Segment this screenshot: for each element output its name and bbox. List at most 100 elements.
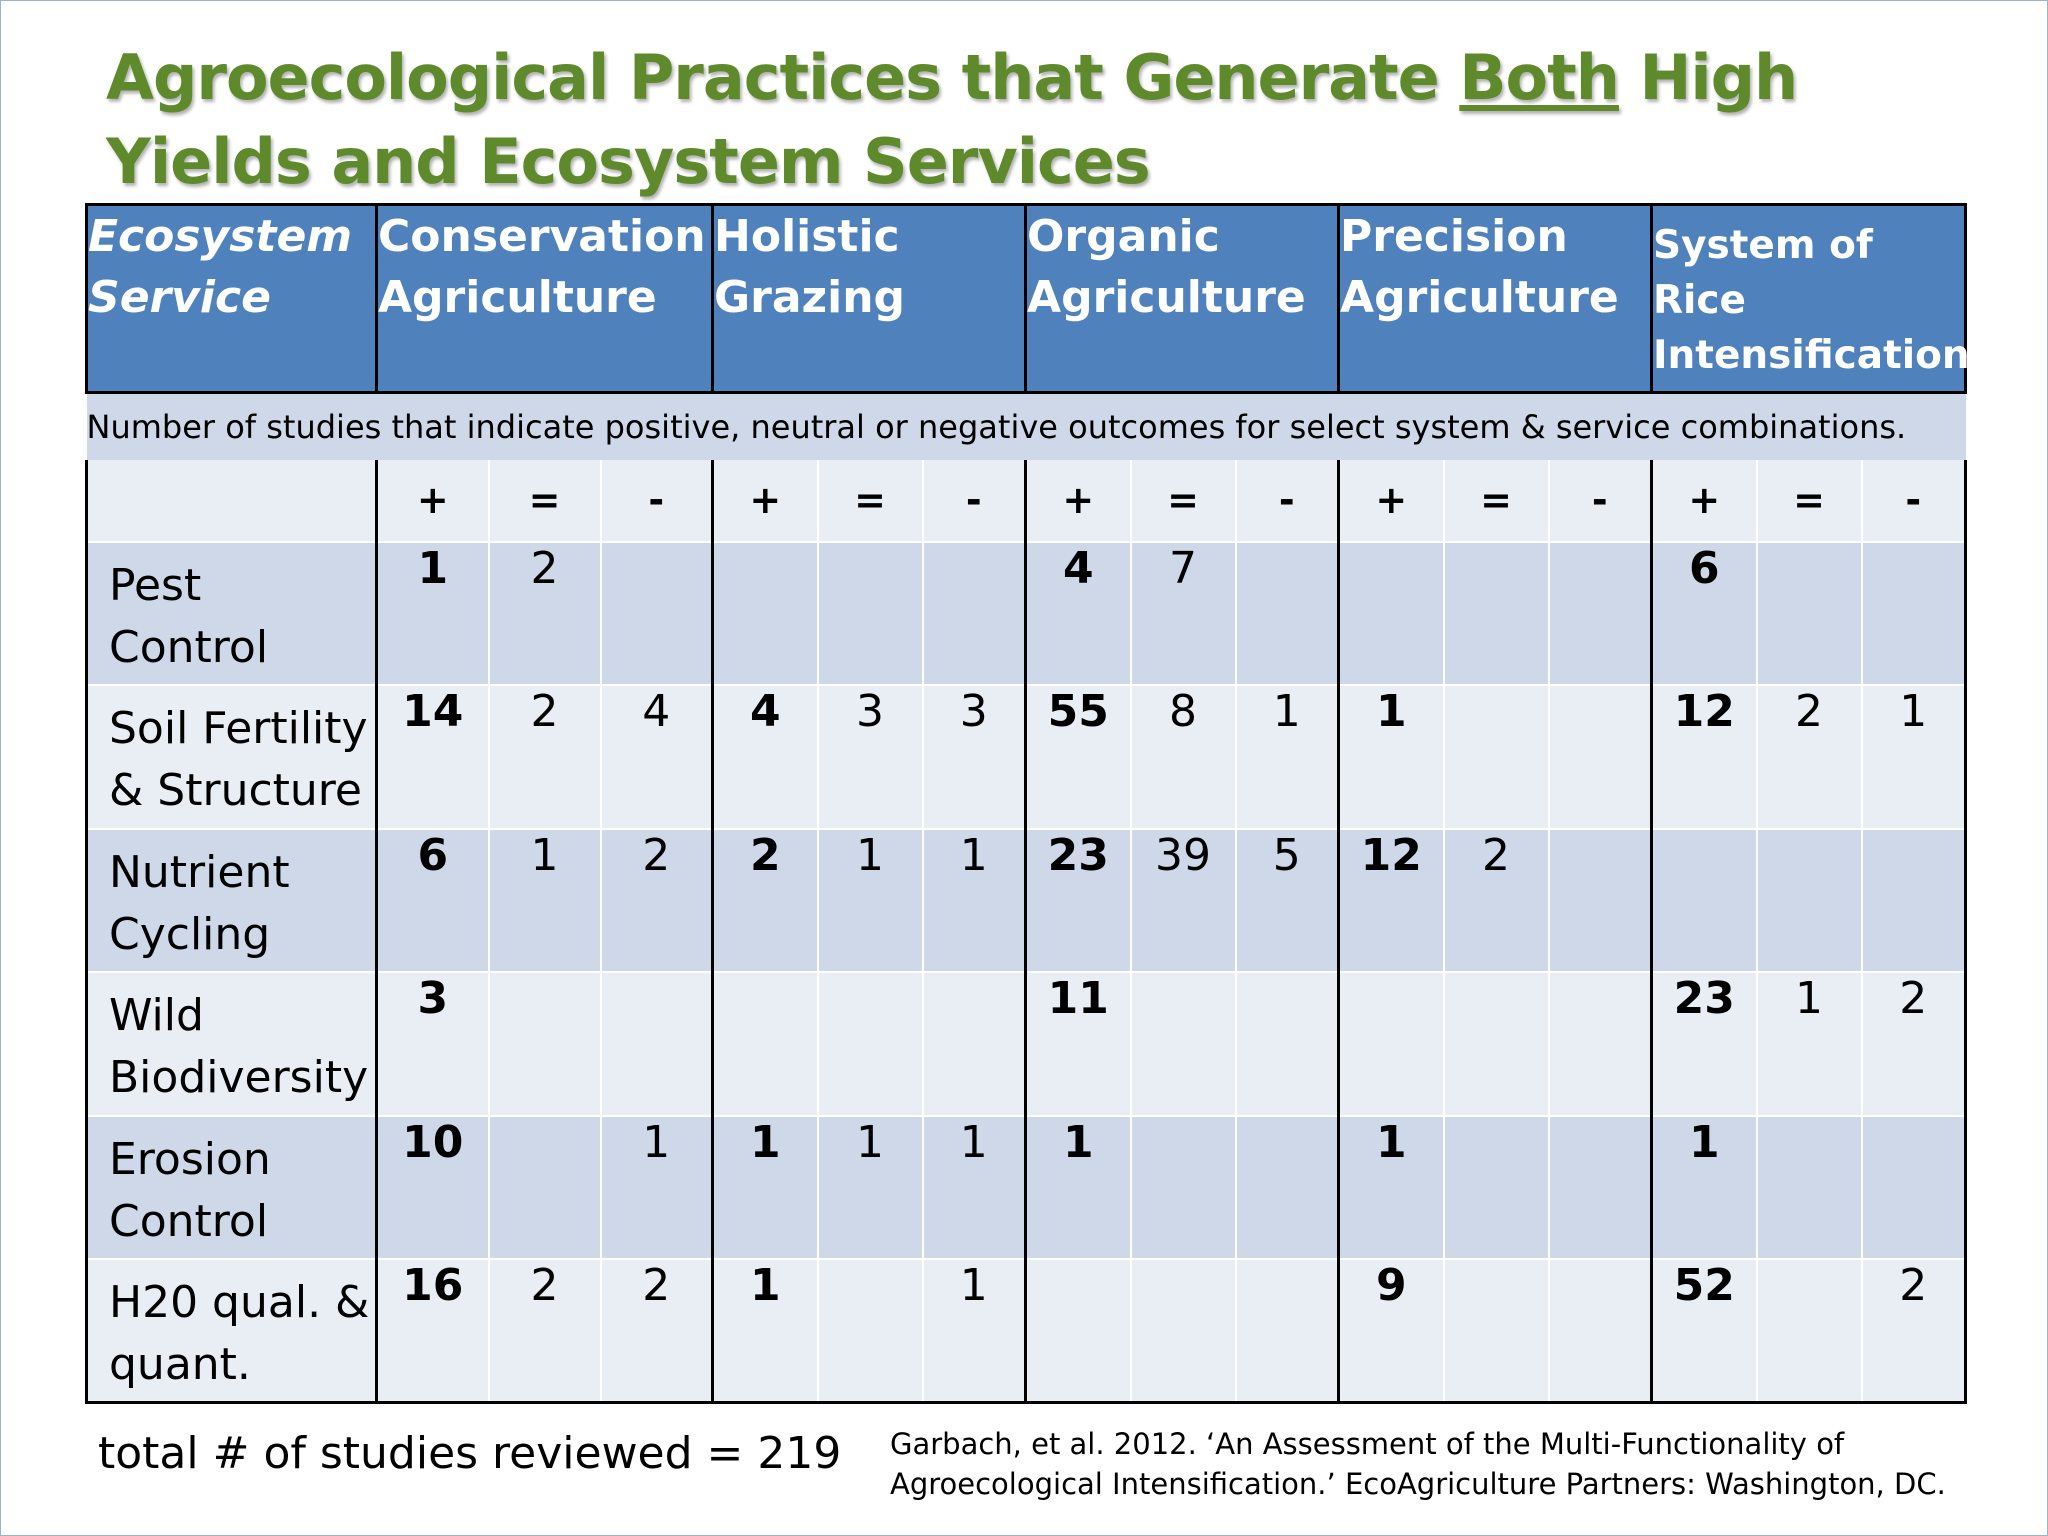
sri-neutral-cell [1755, 540, 1862, 686]
organic-neutral-cell [1129, 1114, 1236, 1260]
conservation-positive-cell: 1 [375, 540, 489, 686]
organic-negative-cell: 1 [1234, 684, 1339, 829]
conservation-negative-cell: 1 [599, 1114, 713, 1260]
sign-neutral: = [1442, 459, 1549, 542]
total-studies: total # of studies reviewed = 219 [98, 1428, 842, 1479]
organic-negative-cell [1234, 971, 1339, 1116]
holistic-positive-cell: 1 [711, 1258, 818, 1405]
precision-positive-cell: 9 [1337, 1258, 1444, 1405]
organic-positive-cell: 11 [1024, 971, 1131, 1116]
row-label: Pest Control [85, 540, 377, 686]
sign-positive: + [1024, 459, 1131, 542]
holistic-positive-cell: 4 [711, 684, 818, 829]
conservation-negative-cell: 2 [599, 1258, 713, 1405]
header-system-of-rice-intensification: System of Rice Intensification [1650, 203, 1970, 394]
holistic-negative-cell: 1 [921, 1114, 1026, 1260]
sign-row: + = - + = - + = - + = - + = - [85, 459, 1968, 542]
sri-positive-cell: 6 [1650, 540, 1757, 686]
sri-positive-cell: 1 [1650, 1114, 1757, 1260]
conservation-negative-cell: 4 [599, 684, 713, 829]
organic-positive-cell [1024, 1258, 1131, 1405]
sign-negative: - [1234, 459, 1339, 542]
sri-neutral-cell: 1 [1755, 971, 1862, 1116]
sri-positive-cell: 23 [1650, 971, 1757, 1116]
row-label: Wild Biodiversity [85, 971, 377, 1116]
precision-neutral-cell [1442, 1258, 1549, 1405]
conservation-positive-cell: 6 [375, 827, 489, 973]
slide-title: Agroecological Practices that Generate B… [106, 41, 1798, 198]
sign-negative: - [1547, 459, 1652, 542]
conservation-positive-cell: 16 [375, 1258, 489, 1405]
precision-negative-cell [1547, 971, 1652, 1116]
holistic-positive-cell: 2 [711, 827, 818, 973]
organic-negative-cell [1234, 1114, 1339, 1260]
precision-negative-cell [1547, 1258, 1652, 1405]
conservation-neutral-cell: 1 [487, 827, 601, 973]
holistic-neutral-cell [816, 971, 923, 1116]
holistic-negative-cell: 1 [921, 827, 1026, 973]
title-emphasis: Both [1459, 41, 1620, 114]
header-precision-agriculture: Precision Agriculture [1337, 203, 1654, 394]
sign-positive: + [1650, 459, 1757, 542]
header-conservation-agriculture: Conservation Agriculture [374, 203, 715, 394]
holistic-neutral-cell: 1 [816, 827, 923, 973]
precision-neutral-cell: 2 [1442, 827, 1549, 973]
precision-negative-cell [1547, 827, 1652, 973]
conservation-neutral-cell: 2 [487, 1258, 601, 1405]
organic-neutral-cell: 39 [1129, 827, 1236, 973]
table-note: Number of studies that indicate positive… [86, 392, 1966, 460]
table-row: Nutrient Cycling 6 1 2 2 1 1 23 39 5 12 2 [85, 827, 1968, 973]
header-organic-agriculture: Organic Agriculture [1024, 203, 1341, 394]
outcomes-table: Ecosystem Service Conservation Agricultur… [85, 203, 1970, 1405]
organic-negative-cell [1234, 540, 1339, 686]
sign-positive: + [375, 459, 489, 542]
sign-positive: + [711, 459, 818, 542]
conservation-neutral-cell: 2 [487, 540, 601, 686]
conservation-positive-cell: 10 [375, 1114, 489, 1260]
sri-negative-cell: 2 [1860, 971, 1968, 1116]
sri-neutral-cell [1755, 1258, 1862, 1405]
conservation-negative-cell: 2 [599, 827, 713, 973]
header-ecosystem-service: Ecosystem Service [85, 203, 378, 394]
holistic-positive-cell [711, 540, 818, 686]
sign-neutral: = [487, 459, 601, 542]
holistic-neutral-cell: 1 [816, 1114, 923, 1260]
precision-negative-cell [1547, 1114, 1652, 1260]
precision-neutral-cell [1442, 971, 1549, 1116]
precision-positive-cell [1337, 971, 1444, 1116]
sign-negative: - [599, 459, 713, 542]
sign-neutral: = [816, 459, 923, 542]
header-row: Ecosystem Service Conservation Agricultur… [85, 203, 1970, 394]
organic-positive-cell: 55 [1024, 684, 1131, 829]
holistic-negative-cell [921, 971, 1026, 1116]
row-label: Soil Fertility & Structure [85, 684, 377, 829]
precision-positive-cell [1337, 540, 1444, 686]
sri-positive-cell: 12 [1650, 684, 1757, 829]
row-label: Erosion Control [85, 1114, 377, 1260]
sri-neutral-cell [1755, 1114, 1862, 1260]
conservation-negative-cell [599, 540, 713, 686]
organic-neutral-cell: 7 [1129, 540, 1236, 686]
precision-neutral-cell [1442, 1114, 1549, 1260]
sri-negative-cell [1860, 1114, 1968, 1260]
conservation-neutral-cell: 2 [487, 684, 601, 829]
sign-row-blank [85, 459, 377, 542]
precision-negative-cell [1547, 684, 1652, 829]
organic-positive-cell: 1 [1024, 1114, 1131, 1260]
precision-positive-cell: 12 [1337, 827, 1444, 973]
header-holistic-grazing: Holistic Grazing [711, 203, 1028, 394]
sri-negative-cell [1860, 540, 1968, 686]
holistic-neutral-cell [816, 540, 923, 686]
conservation-neutral-cell [487, 1114, 601, 1260]
precision-positive-cell: 1 [1337, 1114, 1444, 1260]
holistic-negative-cell: 3 [921, 684, 1026, 829]
table-row: Wild Biodiversity 3 11 23 1 2 [85, 971, 1968, 1116]
holistic-positive-cell: 1 [711, 1114, 818, 1260]
sri-positive-cell: 52 [1650, 1258, 1757, 1405]
organic-negative-cell [1234, 1258, 1339, 1405]
holistic-negative-cell [921, 540, 1026, 686]
table-row: Soil Fertility & Structure 14 2 4 4 3 3 55 8 1 1 12 2… [85, 684, 1968, 829]
sri-neutral-cell: 2 [1755, 684, 1862, 829]
holistic-negative-cell: 1 [921, 1258, 1026, 1405]
conservation-negative-cell [599, 971, 713, 1116]
